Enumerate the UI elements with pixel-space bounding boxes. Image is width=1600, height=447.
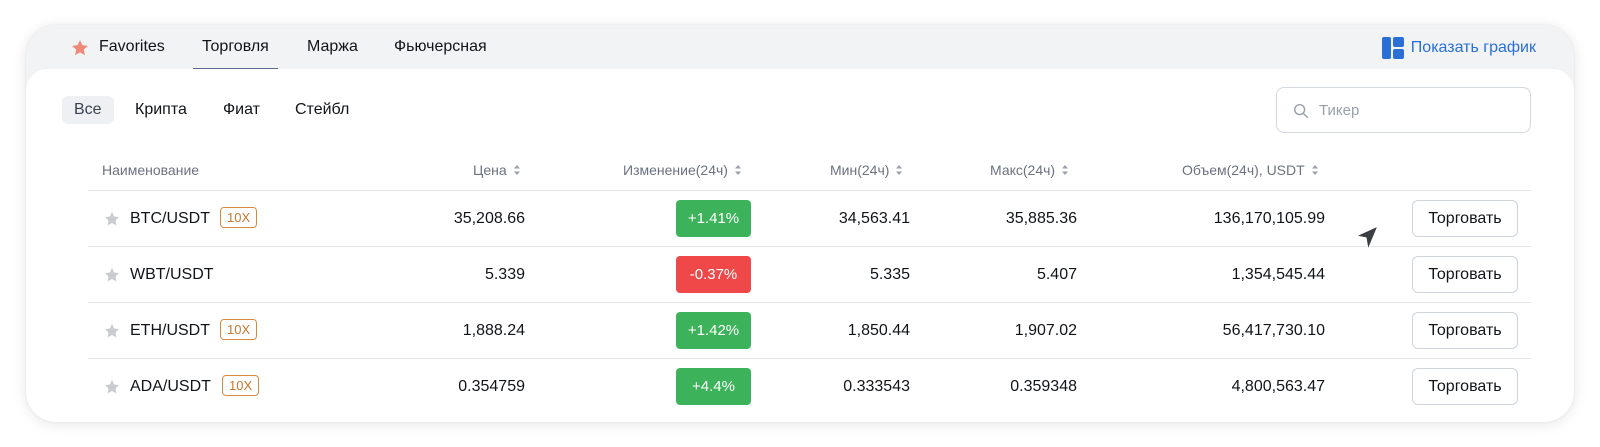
pair-name[interactable]: BTC/USDT (130, 210, 210, 227)
ticker-search[interactable] (1276, 87, 1531, 133)
column-name-label: Наименование (102, 162, 200, 178)
tab-trade[interactable]: Торговля (193, 37, 278, 70)
column-price[interactable]: Цена (473, 162, 521, 178)
star-icon[interactable] (70, 38, 90, 58)
pair-name[interactable]: WBT/USDT (130, 266, 214, 283)
show-chart-button[interactable]: Показать график (1381, 35, 1536, 61)
market-tabs: Favorites Торговля Маржа Фьючерсная Пока… (26, 25, 1574, 70)
chart-layout-icon (1381, 37, 1404, 59)
price-value: 5.339 (484, 266, 525, 283)
markets-table: Наименование Цена Изменение(24ч) Мин(24ч… (88, 147, 1531, 415)
filter-fiat[interactable]: Фиат (223, 101, 260, 118)
change-badge: +4.4% (676, 368, 751, 405)
column-name: Наименование (102, 162, 199, 178)
max-value: 1,907.02 (1014, 322, 1077, 339)
table-row: ADA/USDT 10X 0.354759 +4.4% 0.333543 0.3… (88, 359, 1531, 415)
tab-margin[interactable]: Маржа (307, 38, 358, 55)
tab-futures[interactable]: Фьючерсная (394, 38, 487, 55)
volume-value: 1,354,545.44 (1231, 266, 1325, 283)
markets-card: Favorites Торговля Маржа Фьючерсная Пока… (26, 25, 1574, 422)
max-value: 5.407 (1036, 266, 1077, 283)
leverage-badge: 10X (222, 375, 260, 396)
price-value: 1,888.24 (462, 322, 525, 339)
change-badge: +1.42% (676, 312, 751, 349)
filter-crypto[interactable]: Крипта (135, 101, 187, 118)
price-value: 0.354759 (458, 378, 525, 395)
favorite-star-icon[interactable] (103, 210, 121, 228)
table-row: ETH/USDT 10X 1,888.24 +1.42% 1,850.44 1,… (88, 303, 1531, 359)
column-volume-label: Объем(24ч), USDT (1182, 162, 1305, 178)
column-min[interactable]: Мин(24ч) (830, 162, 903, 178)
min-value: 5.335 (869, 266, 910, 283)
leverage-badge: 10X (220, 207, 258, 228)
trade-button[interactable]: Торговать (1412, 200, 1518, 237)
column-max-label: Макс(24ч) (990, 162, 1056, 178)
trade-button[interactable]: Торговать (1412, 256, 1518, 293)
leverage-badge: 10X (220, 319, 258, 340)
tab-favorites[interactable]: Favorites (99, 38, 165, 55)
trade-button[interactable]: Торговать (1412, 312, 1518, 349)
mouse-pointer-icon (1355, 225, 1379, 251)
volume-value: 56,417,730.10 (1222, 322, 1325, 339)
sort-icon (734, 165, 741, 175)
show-chart-label: Показать график (1410, 39, 1536, 56)
column-change[interactable]: Изменение(24ч) (623, 162, 742, 178)
column-price-label: Цена (473, 162, 507, 178)
filter-stable[interactable]: Стейбл (295, 101, 350, 118)
favorite-star-icon[interactable] (103, 266, 121, 284)
sort-icon (1311, 165, 1318, 175)
min-value: 34,563.41 (838, 210, 910, 227)
column-min-label: Мин(24ч) (830, 162, 890, 178)
column-max[interactable]: Макс(24ч) (990, 162, 1069, 178)
search-icon (1293, 103, 1309, 119)
column-volume[interactable]: Объем(24ч), USDT (1182, 162, 1319, 178)
favorite-star-icon[interactable] (103, 322, 121, 340)
volume-value: 4,800,563.47 (1231, 378, 1325, 395)
max-value: 35,885.36 (1005, 210, 1077, 227)
favorite-star-icon[interactable] (103, 378, 121, 396)
markets-panel: Все Крипта Фиат Стейбл Наименование Цена (26, 69, 1574, 422)
filter-all[interactable]: Все (62, 96, 114, 124)
table-header: Наименование Цена Изменение(24ч) Мин(24ч… (88, 147, 1531, 191)
change-badge: +1.41% (676, 200, 751, 237)
change-badge: -0.37% (676, 256, 751, 293)
volume-value: 136,170,105.99 (1213, 210, 1325, 227)
min-value: 0.333543 (843, 378, 910, 395)
sort-icon (896, 165, 903, 175)
sort-icon (513, 165, 520, 175)
pair-name[interactable]: ETH/USDT (130, 322, 210, 339)
column-change-label: Изменение(24ч) (623, 162, 728, 178)
trade-button[interactable]: Торговать (1412, 368, 1518, 405)
sort-icon (1062, 165, 1069, 175)
max-value: 0.359348 (1010, 378, 1077, 395)
pair-name[interactable]: ADA/USDT (130, 378, 211, 395)
table-row: BTC/USDT 10X 35,208.66 +1.41% 34,563.41 … (88, 191, 1531, 247)
search-input[interactable] (1319, 98, 1519, 122)
table-row: WBT/USDT 5.339 -0.37% 5.335 5.407 1,354,… (88, 247, 1531, 303)
min-value: 1,850.44 (847, 322, 910, 339)
price-value: 35,208.66 (453, 210, 525, 227)
